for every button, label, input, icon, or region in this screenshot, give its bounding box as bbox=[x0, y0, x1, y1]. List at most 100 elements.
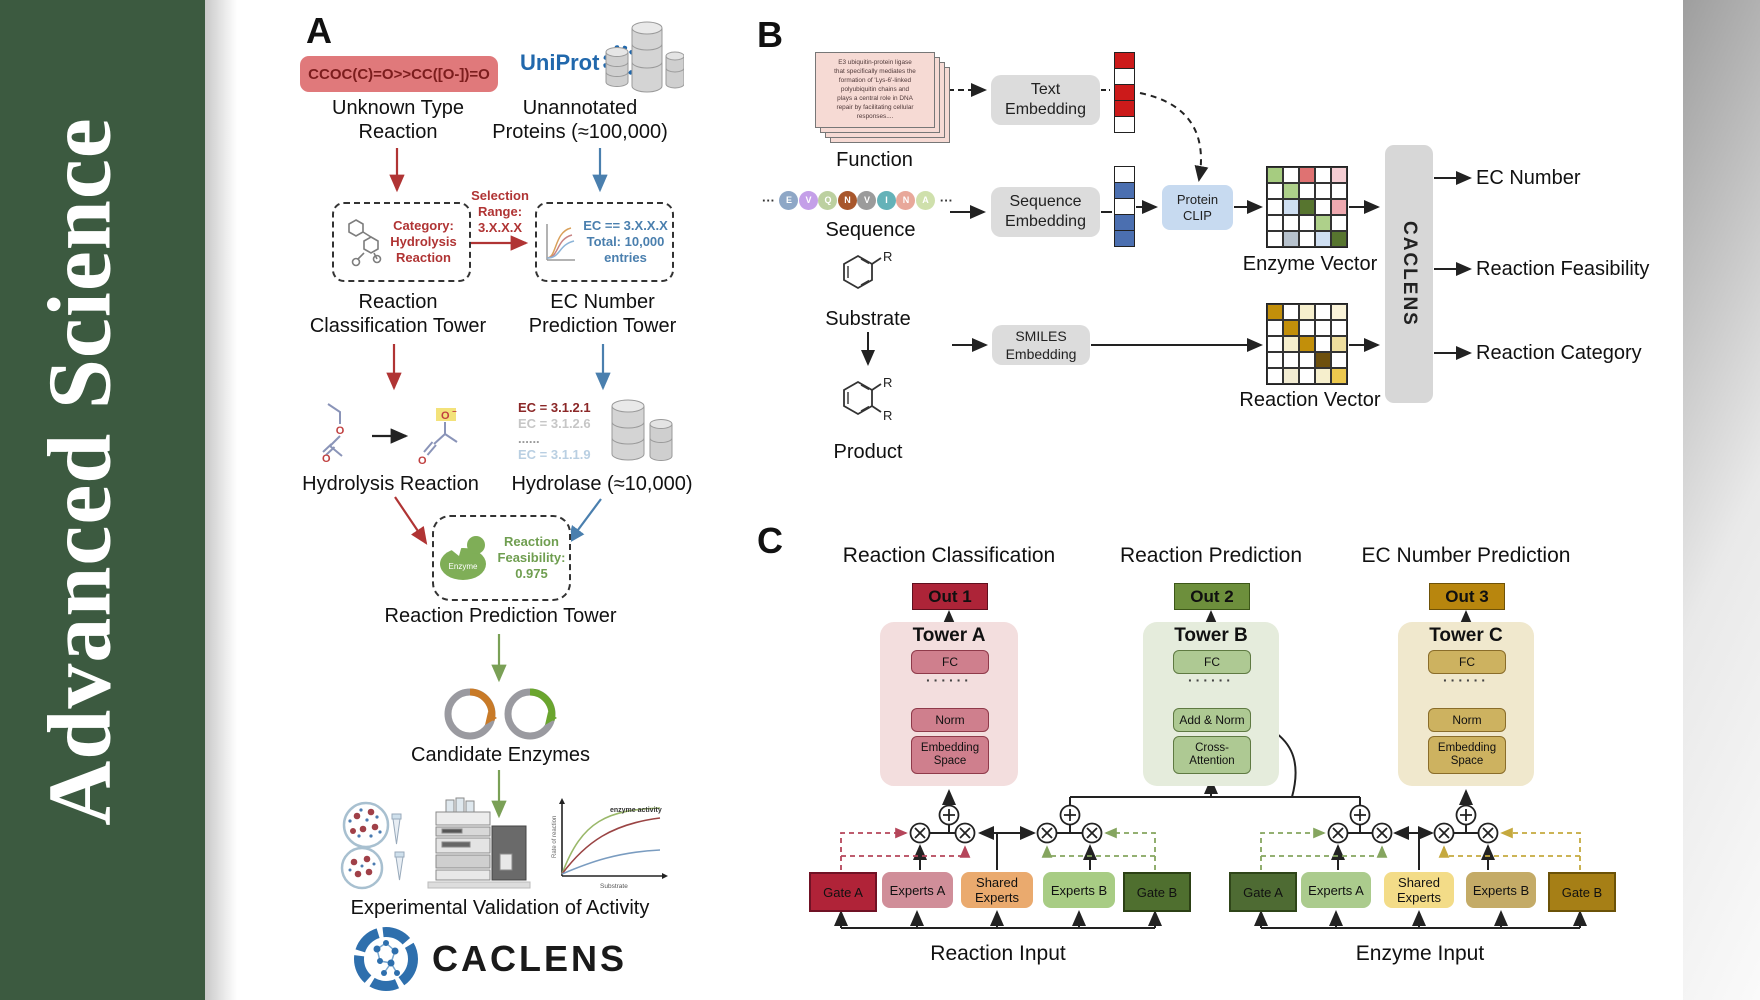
grid-cell bbox=[1315, 199, 1331, 215]
tower-a: Tower A FC ······ Norm Embedding Space bbox=[880, 622, 1018, 786]
output-reaction-category: Reaction Category bbox=[1476, 342, 1642, 364]
enzyme-icon: Enzyme bbox=[439, 536, 486, 580]
grid-cell bbox=[1267, 352, 1283, 368]
vector-cell bbox=[1115, 117, 1134, 132]
grid-cell bbox=[1267, 215, 1283, 231]
grid-cell bbox=[1299, 352, 1315, 368]
embedding-space-box: Embedding Space bbox=[1428, 736, 1506, 774]
feasibility-box: Enzyme Reaction Feasibility: 0.975 bbox=[432, 515, 571, 601]
sequence-embedding-box: Sequence Embedding bbox=[991, 187, 1100, 237]
unknown-reaction-label: Unknown Type Reaction bbox=[332, 97, 464, 143]
substrate-molecule-icon: R bbox=[843, 249, 892, 290]
tower-c: Tower C FC ······ Norm Embedding Space bbox=[1398, 622, 1534, 786]
vector-cell bbox=[1115, 53, 1134, 69]
task-title-ec-number-prediction: EC Number Prediction bbox=[1361, 544, 1571, 567]
kinetics-plot: enzyme activity Rate of reaction Substra… bbox=[552, 798, 668, 890]
output-ec-number: EC Number bbox=[1476, 167, 1581, 189]
ec-box-text: EC == 3.X.X.X Total: 10,000 entries bbox=[583, 218, 668, 265]
grid-cell bbox=[1331, 199, 1347, 215]
aa-circle: N bbox=[837, 191, 857, 210]
grid-cell bbox=[1331, 352, 1347, 368]
fc-box: FC bbox=[1173, 650, 1251, 674]
acetate-molecule-icon: O − O bbox=[418, 407, 458, 466]
hydrolase-label: Hydrolase (≈10,000) bbox=[511, 473, 693, 495]
journal-band: Advanced Science bbox=[0, 0, 205, 1000]
grid-cell bbox=[1315, 183, 1331, 199]
vector-cell bbox=[1115, 215, 1134, 231]
experts-b-enzyme: Experts B bbox=[1466, 872, 1536, 908]
ec-list-item: EC = 3.1.2.1 bbox=[518, 400, 591, 415]
aa-circle: E bbox=[779, 191, 799, 210]
embedding-space-box: Embedding Space bbox=[911, 736, 989, 774]
grid-cell bbox=[1283, 304, 1299, 320]
svg-text:−: − bbox=[452, 407, 457, 416]
grid-cell bbox=[1299, 320, 1315, 336]
ec-candidate-list: EC = 3.1.2.1 EC = 3.1.2.6...... EC = 3.1.1… bbox=[518, 400, 608, 462]
grid-cell bbox=[1283, 352, 1299, 368]
svg-text:Substrate: Substrate bbox=[600, 883, 628, 890]
grid-cell bbox=[1331, 320, 1347, 336]
smiles-embedding-box: SMILES Embedding bbox=[992, 325, 1090, 365]
page-right-gradient bbox=[1683, 0, 1760, 1000]
hplc-instrument-icon bbox=[427, 797, 531, 889]
unannotated-proteins-label: Unannotated Proteins (≈100,000) bbox=[492, 97, 668, 143]
grid-cell bbox=[1331, 368, 1347, 384]
grid-cell bbox=[1299, 368, 1315, 384]
grid-cell bbox=[1267, 368, 1283, 384]
vector-cell bbox=[1115, 183, 1134, 199]
norm-box: Norm bbox=[1428, 708, 1506, 732]
grid-cell bbox=[1267, 304, 1283, 320]
text-embedding-vector bbox=[1114, 52, 1135, 133]
grid-cell bbox=[1267, 167, 1283, 183]
svg-text:enzyme activity: enzyme activity bbox=[610, 807, 662, 814]
classification-tower-label: Reaction Classification Tower bbox=[309, 291, 487, 337]
ec-prediction-box: EC == 3.X.X.X Total: 10,000 entries bbox=[535, 202, 674, 282]
grid-cell bbox=[1315, 368, 1331, 384]
function-card-line: repair by facilitating cellular bbox=[836, 104, 914, 111]
product-molecule-icon: R R bbox=[843, 375, 892, 423]
ec-list-item: EC = 3.1.2.6 bbox=[518, 415, 591, 431]
grid-cell bbox=[1283, 320, 1299, 336]
svg-text:R: R bbox=[883, 408, 892, 423]
hydrolase-database-icon bbox=[611, 399, 673, 461]
grid-cell bbox=[1299, 167, 1315, 183]
grid-cell bbox=[1283, 336, 1299, 352]
aa-circle: V bbox=[857, 191, 877, 210]
enzyme-input-label: Enzyme Input bbox=[1355, 942, 1485, 965]
aa-circle: Q bbox=[818, 191, 838, 210]
svg-text:O: O bbox=[441, 410, 450, 422]
reaction-input-label: Reaction Input bbox=[930, 942, 1066, 965]
grid-cell bbox=[1283, 199, 1299, 215]
svg-text:Enzyme: Enzyme bbox=[448, 562, 477, 571]
candidate-enzymes-label: Candidate Enzymes bbox=[411, 744, 590, 766]
fc-box: FC bbox=[911, 650, 989, 674]
grid-cell bbox=[1331, 215, 1347, 231]
dots: ······ bbox=[1188, 672, 1234, 688]
uniprot-logo: UniProt bbox=[520, 45, 637, 84]
grid-cell bbox=[1299, 336, 1315, 352]
function-card-line: plays a central role in DNA bbox=[837, 95, 913, 102]
aa-circle: N bbox=[896, 191, 916, 210]
page-left-shadow bbox=[205, 0, 237, 1000]
experts-a-enzyme: Experts A bbox=[1301, 872, 1371, 908]
grid-cell bbox=[1331, 183, 1347, 199]
function-card-text: E3 ubiquitin-protein ligase that specific… bbox=[816, 53, 934, 121]
function-card-line: responses.... bbox=[856, 113, 894, 120]
aa-circle: I bbox=[876, 191, 896, 210]
out1-box: Out 1 bbox=[912, 583, 988, 610]
multiply-nodes bbox=[909, 822, 1499, 844]
svg-text:O: O bbox=[322, 453, 331, 465]
ester-molecule-icon: O O bbox=[322, 403, 345, 465]
out2-box: Out 2 bbox=[1174, 583, 1250, 610]
vector-cell bbox=[1115, 199, 1134, 215]
grid-cell bbox=[1315, 304, 1331, 320]
svg-text:R: R bbox=[883, 375, 892, 390]
function-card-line: E3 ubiquitin-protein ligase bbox=[838, 59, 912, 66]
sequence-label: Sequence bbox=[825, 219, 916, 241]
add-norm-box: Add & Norm bbox=[1173, 708, 1251, 732]
grid-cell bbox=[1267, 183, 1283, 199]
experts-b-reaction: Experts B bbox=[1043, 872, 1115, 908]
